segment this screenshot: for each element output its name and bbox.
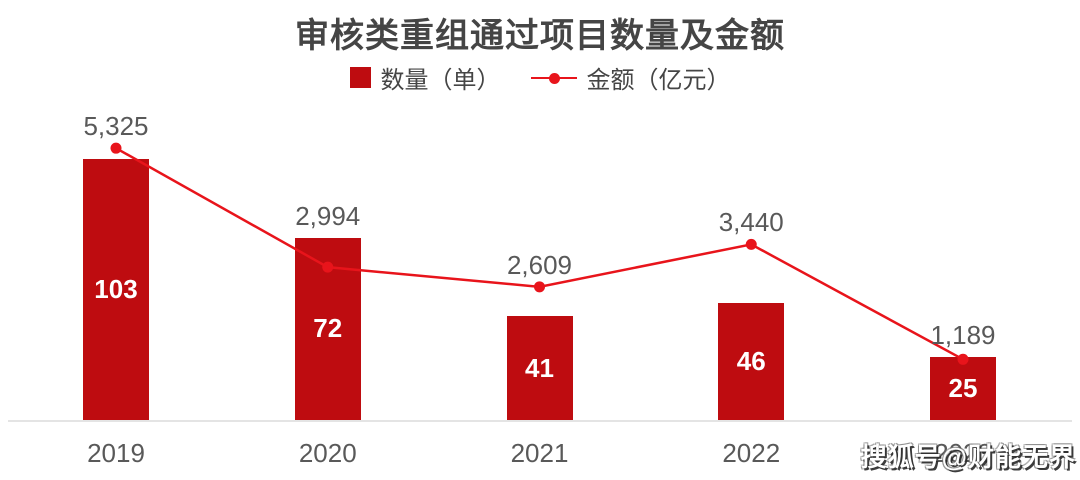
bar-value-label: 46 xyxy=(736,346,766,377)
x-tick-label-2022: 2022 xyxy=(722,438,781,468)
x-tick-label-2021: 2021 xyxy=(510,438,569,468)
legend: 数量（单） 金额（亿元） xyxy=(0,60,1080,95)
line-point-label-2023: 1,189 xyxy=(930,319,996,350)
x-tick-label-2019: 2019 xyxy=(87,438,145,468)
bar-2019: 103 xyxy=(83,158,149,420)
legend-item-line: 金额（亿元） xyxy=(530,60,731,95)
legend-bar-label: 数量（单） xyxy=(380,67,501,94)
x-tick-label-2023: 2023 xyxy=(934,438,992,468)
bar-2022: 46 xyxy=(718,303,785,420)
line-point-label-2022: 3,440 xyxy=(718,207,784,238)
legend-item-bars: 数量（单） xyxy=(349,60,501,95)
bar-2023: 25 xyxy=(930,356,996,420)
line-series-swatch-icon xyxy=(530,72,577,84)
bar-value-label: 72 xyxy=(313,313,343,344)
line-point-label-2019: 5,325 xyxy=(83,111,149,142)
line-marker-2019 xyxy=(110,142,122,154)
chart-title: 审核类重组通过项目数量及金额 xyxy=(295,17,785,55)
x-axis-line xyxy=(8,420,1072,422)
legend-line-label: 金额（亿元） xyxy=(586,67,731,94)
bar-value-label: 41 xyxy=(525,352,554,383)
line-marker-2021 xyxy=(534,281,545,293)
bar-value-label: 103 xyxy=(94,273,138,304)
bar-series-swatch-icon xyxy=(349,67,371,88)
bar-2021: 41 xyxy=(506,316,573,420)
bar-value-label: 25 xyxy=(948,372,978,403)
watermark: 搜狐号@财能无界 xyxy=(860,442,1076,472)
line-marker-2022 xyxy=(745,238,757,250)
x-tick-label-2020: 2020 xyxy=(298,438,357,468)
bar-2020: 72 xyxy=(294,237,361,420)
line-point-label-2020: 2,994 xyxy=(295,200,361,231)
line-point-label-2021: 2,609 xyxy=(506,249,573,280)
